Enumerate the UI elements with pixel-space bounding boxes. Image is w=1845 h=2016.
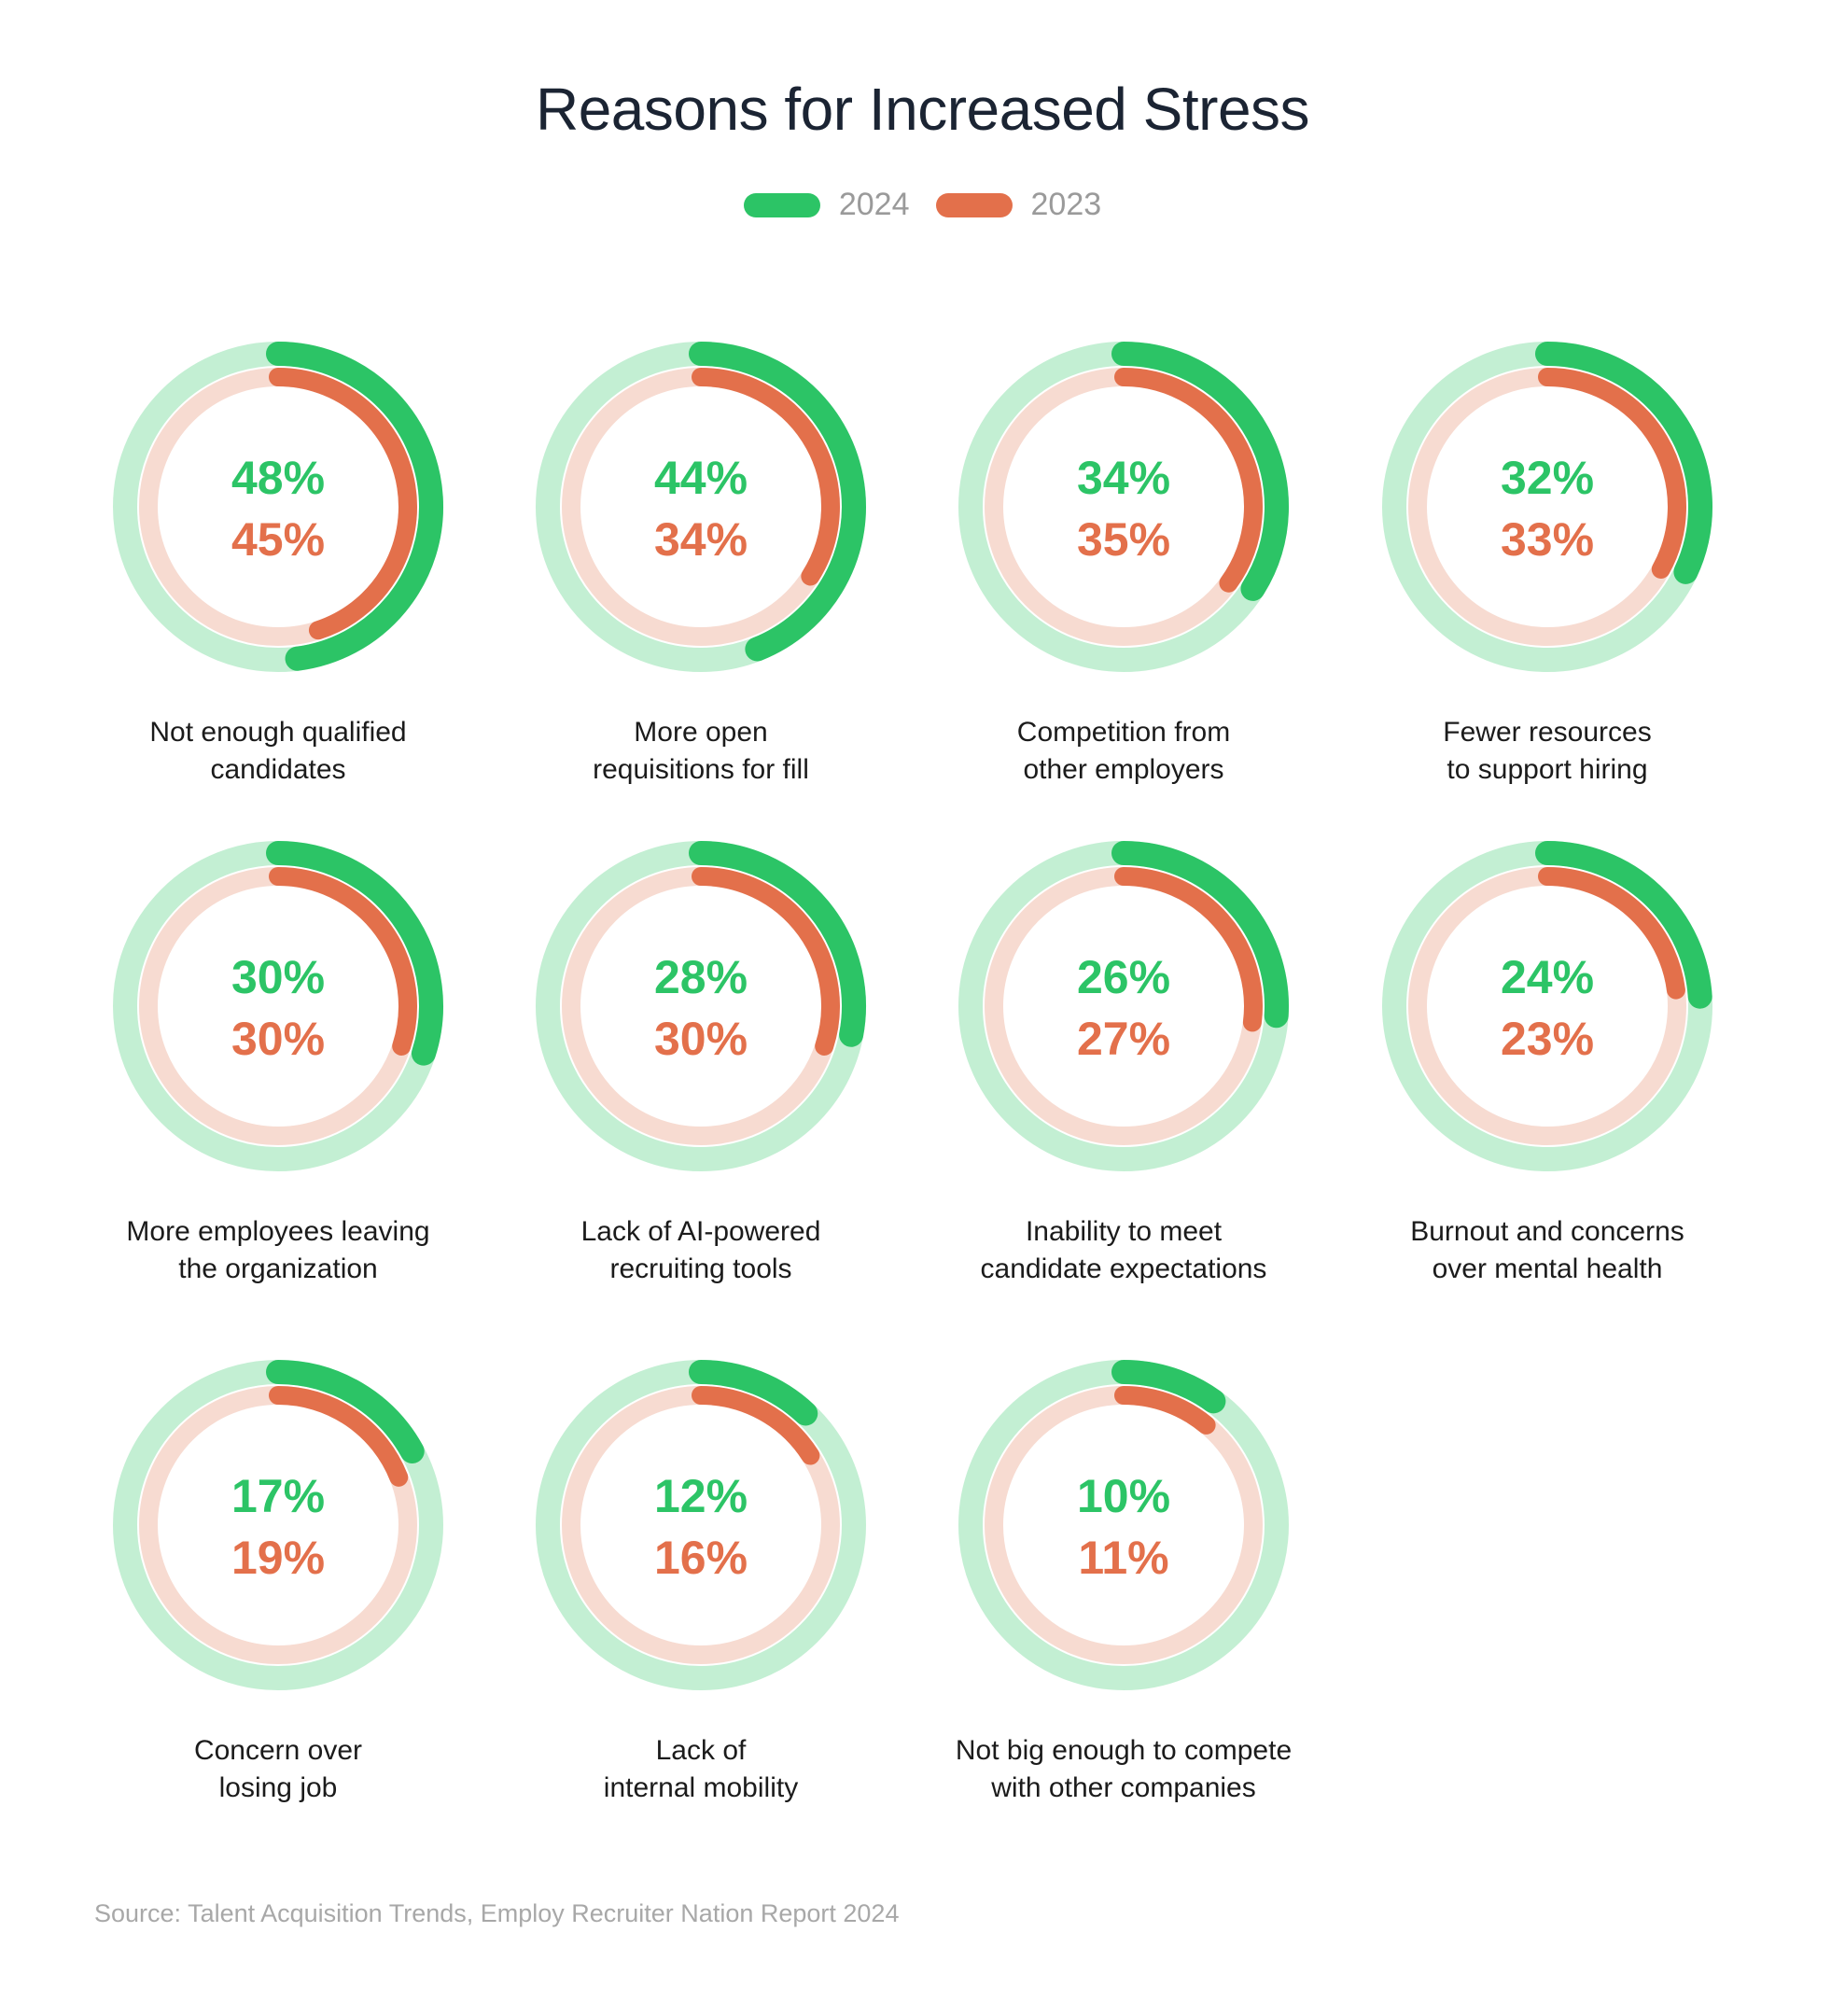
value-label-2023: 30%: [654, 1013, 748, 1065]
category-label: over mental health: [1433, 1253, 1663, 1284]
value-label-2024: 32%: [1501, 452, 1594, 504]
arc-2024: [1535, 342, 1712, 584]
category-label: Lack of AI-powered: [581, 1216, 821, 1247]
legend-item-2023: 2023: [935, 187, 1102, 223]
value-label-2023: 45%: [231, 513, 325, 566]
category-label: Burnout and concerns: [1410, 1216, 1684, 1247]
arc-2024: [689, 1360, 818, 1426]
category-label: Concern over: [194, 1735, 362, 1766]
value-label-2023: 34%: [654, 513, 748, 566]
category-label: internal mobility: [604, 1772, 798, 1803]
arc-2023: [692, 368, 840, 586]
category-label: candidate expectations: [981, 1253, 1267, 1284]
value-label-2023: 35%: [1077, 513, 1170, 566]
legend-swatch-2024: [743, 192, 820, 217]
category-label: Fewer resources: [1443, 717, 1651, 748]
legend-label-2024: 2024: [838, 187, 910, 222]
arc-2023: [269, 867, 417, 1056]
category-label: candidates: [210, 754, 345, 785]
donut-item: 30% 30% More employees leaving the organiza…: [113, 841, 443, 1284]
value-label-2024: 10%: [1077, 1470, 1170, 1522]
legend-label-2023: 2023: [1030, 187, 1102, 222]
value-label-2024: 26%: [1077, 951, 1170, 1003]
arc-2023: [1114, 368, 1263, 593]
arc-2023: [1114, 867, 1263, 1032]
donut-item: 48% 45% Not enough qualified candidates: [113, 342, 443, 785]
donut-item: 17% 19% Concern over losing job: [113, 1360, 443, 1803]
arc-2024: [1111, 1360, 1226, 1414]
donut-item: 12% 16% Lack of internal mobility: [536, 1360, 866, 1803]
value-label-2023: 16%: [654, 1532, 748, 1584]
arc-2023: [1114, 1386, 1216, 1435]
chart-title: Reasons for Increased Stress: [535, 76, 1310, 143]
value-label-2024: 12%: [654, 1470, 748, 1522]
arc-2023: [692, 1386, 820, 1465]
value-label-2024: 44%: [654, 452, 748, 504]
arc-2023: [692, 867, 840, 1056]
category-label: other employers: [1023, 754, 1223, 785]
arc-2023: [269, 1386, 409, 1487]
category-label: Inability to meet: [1026, 1216, 1223, 1247]
arc-2024: [1111, 841, 1289, 1029]
value-label-2024: 28%: [654, 951, 748, 1003]
category-label: More open: [634, 717, 767, 748]
arc-2023: [269, 368, 417, 640]
legend: 2024 2023: [0, 187, 1845, 223]
donut-item: 10% 11% Not big enough to compete with othe…: [956, 1360, 1292, 1803]
category-label: More employees leaving: [126, 1216, 429, 1247]
category-label: Not big enough to compete: [956, 1735, 1292, 1766]
track-2024: [958, 1360, 1289, 1690]
value-label-2023: 23%: [1501, 1013, 1594, 1065]
donut-item: 24% 23% Burnout and concerns over mental he…: [1382, 841, 1712, 1284]
value-label-2024: 30%: [231, 951, 325, 1003]
value-label-2023: 27%: [1077, 1013, 1170, 1065]
donut-item: 34% 35% Competition from other employers: [958, 342, 1289, 785]
category-label: Lack of: [656, 1735, 747, 1766]
arc-2024: [266, 841, 443, 1066]
arc-2024: [689, 841, 866, 1047]
legend-item-2024: 2024: [743, 187, 910, 223]
value-label-2024: 17%: [231, 1470, 325, 1522]
category-label: to support hiring: [1447, 754, 1647, 785]
value-label-2024: 48%: [231, 452, 325, 504]
donut-item: 32% 33% Fewer resources to support hiring: [1382, 342, 1712, 785]
category-label: recruiting tools: [609, 1253, 791, 1284]
track-2023: [985, 1386, 1263, 1664]
value-label-2023: 33%: [1501, 513, 1594, 566]
value-label-2024: 34%: [1077, 452, 1170, 504]
category-label: Competition from: [1017, 717, 1230, 748]
arc-2024: [266, 342, 443, 671]
category-label: the organization: [178, 1253, 378, 1284]
value-label-2023: 11%: [1078, 1532, 1168, 1584]
legend-swatch-2023: [935, 192, 1013, 217]
source-note: Source: Talent Acquisition Trends, Emplo…: [94, 1899, 900, 1927]
category-label: with other companies: [990, 1772, 1255, 1803]
arc-2024: [1111, 342, 1289, 601]
category-label: requisitions for fill: [593, 754, 809, 785]
arc-2024: [1535, 841, 1712, 1009]
donut-item: 44% 34% More open requisitions for fill: [536, 342, 866, 785]
donut-item: 28% 30% Lack of AI-powered recruiting tools: [536, 841, 866, 1284]
donut-item: 26% 27% Inability to meet candidate expecta…: [958, 841, 1289, 1284]
category-label: losing job: [219, 1772, 338, 1803]
arc-2023: [1538, 368, 1686, 579]
value-label-2024: 24%: [1501, 951, 1594, 1003]
arc-2023: [1538, 867, 1685, 1000]
category-label: Not enough qualified: [149, 717, 406, 748]
value-label-2023: 19%: [231, 1532, 325, 1584]
arc-2024: [266, 1360, 425, 1463]
value-label-2023: 30%: [231, 1013, 325, 1065]
arc-2024: [689, 342, 866, 662]
